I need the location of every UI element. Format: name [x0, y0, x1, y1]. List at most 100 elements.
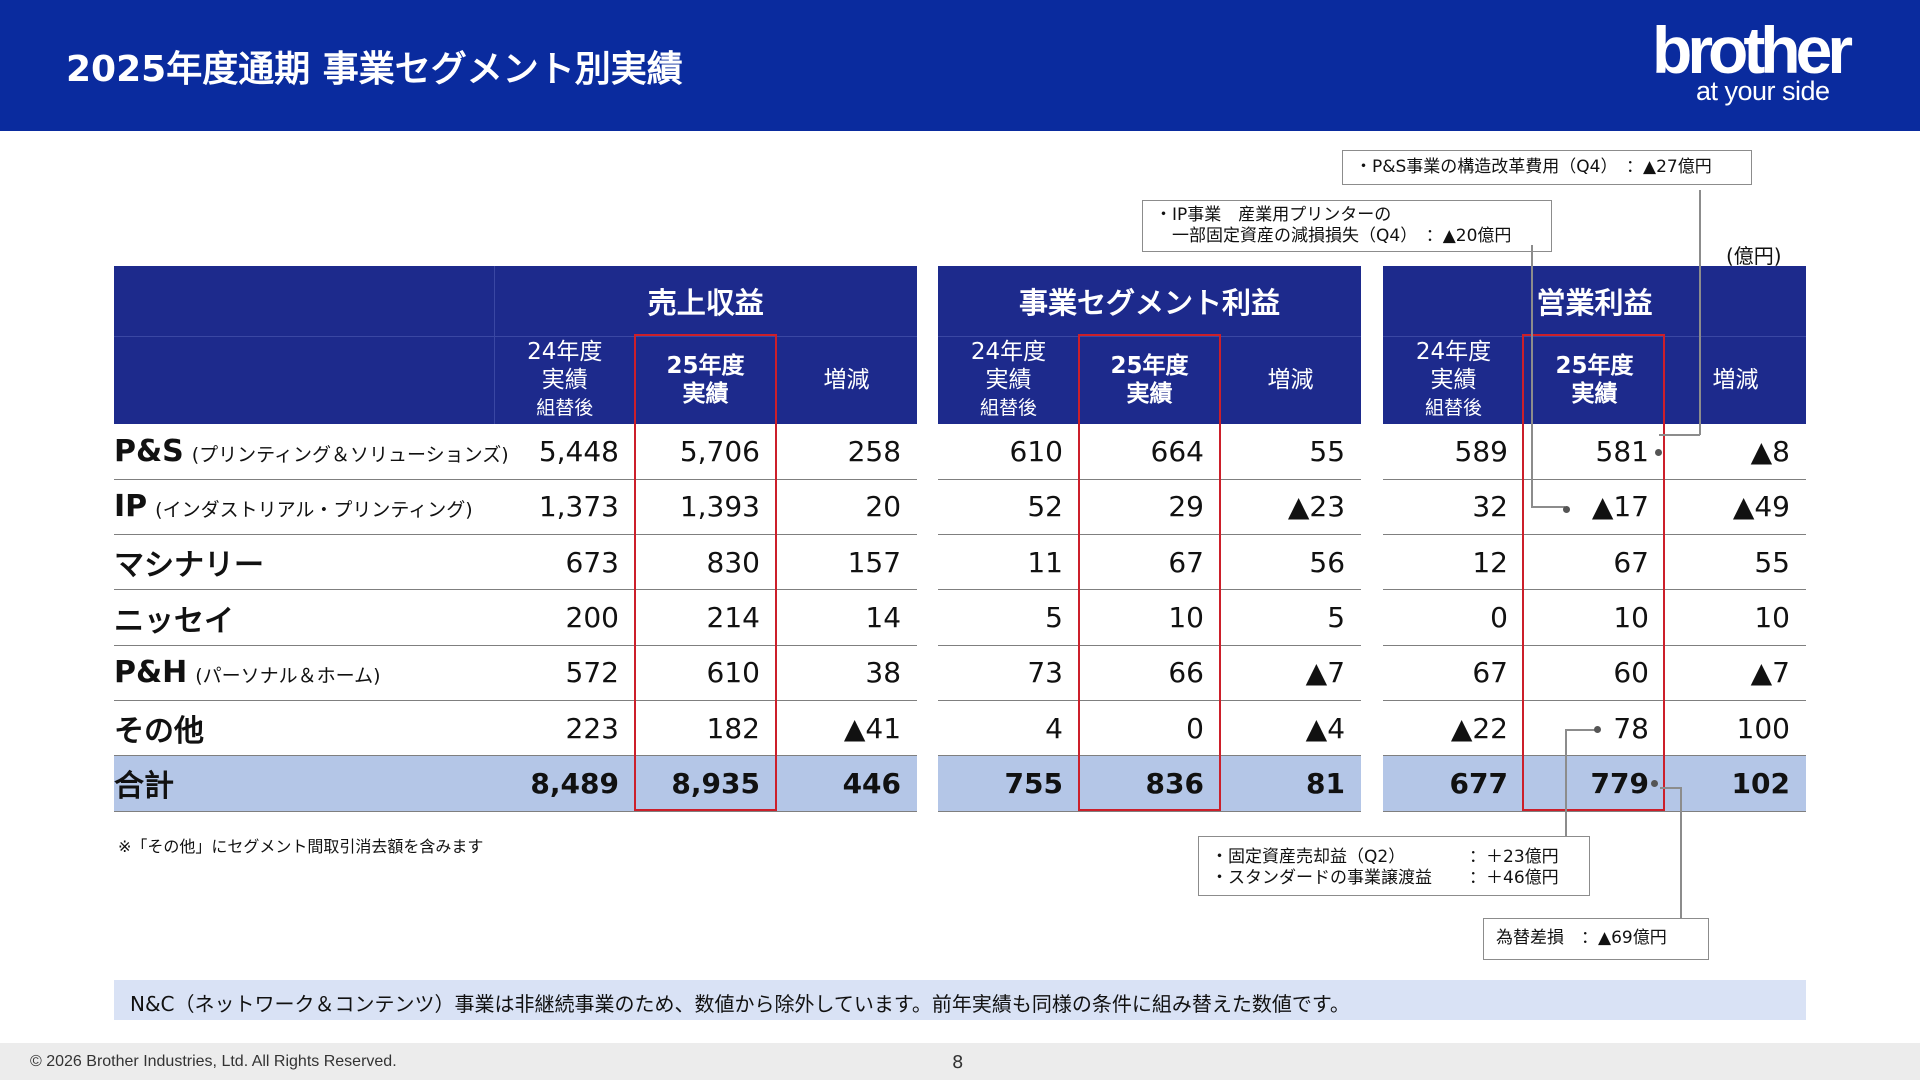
value-current-year: 66 — [1079, 645, 1220, 701]
value-prev-year: 589 — [1383, 424, 1524, 480]
value-prev-year: 572 — [494, 645, 635, 701]
value-diff: 55 — [1665, 534, 1806, 591]
col-header-current-year: 25年度 実績 — [1524, 335, 1665, 424]
table-row: 5 10 5 — [938, 589, 1362, 646]
segment-table-0: 売上収益 24年度 実績 組替後 25年度 実績 増減 P&S (プリンティング＆ソリューション… — [114, 266, 918, 812]
copyright: © 2026 Brother Industries, Ltd. All Righ… — [30, 1053, 397, 1070]
table-row: 677 779 102 — [1383, 755, 1806, 812]
unit-label: (億円) — [1726, 244, 1782, 268]
table-row: 4 0 ▲4 — [938, 700, 1362, 757]
value-prev-year: 677 — [1383, 755, 1524, 812]
footer: © 2026 Brother Industries, Ltd. All Righ… — [0, 1043, 1920, 1080]
value-prev-year: 67 — [1383, 645, 1524, 701]
value-prev-year: 73 — [938, 645, 1079, 701]
segment-name: マシナリー — [114, 534, 494, 591]
table-row: 11 67 56 — [938, 534, 1362, 591]
segment-name: ニッセイ — [114, 589, 494, 646]
page-title: 2025年度通期 事業セグメント別実績 — [66, 49, 683, 90]
col-header-diff: 増減 — [1665, 335, 1806, 424]
value-prev-year: 52 — [938, 479, 1079, 536]
table-row: 合計 8,489 8,935 446 — [114, 755, 918, 812]
table-row: ニッセイ 200 214 14 — [114, 589, 918, 646]
col-header-current-year: 25年度 実績 — [635, 335, 776, 424]
col-header-diff: 増減 — [1220, 335, 1362, 424]
segment-name: その他 — [114, 700, 494, 757]
segment-name: IP (インダストリアル・プリンティング) — [114, 479, 494, 536]
value-current-year: 182 — [635, 700, 776, 757]
value-prev-year: 0 — [1383, 589, 1524, 646]
value-prev-year: 5,448 — [494, 424, 635, 480]
highlight-box-operating-profit — [1522, 334, 1665, 811]
callout-other-gains: ・固定資産売却益（Q2） ：＋23億円 ・スタンダードの事業譲渡益 ：＋46億円 — [1198, 836, 1590, 896]
value-diff: 38 — [776, 645, 918, 701]
table-row: IP (インダストリアル・プリンティング) 1,373 1,393 20 — [114, 479, 918, 536]
value-prev-year: 755 — [938, 755, 1079, 812]
value-diff: ▲23 — [1220, 479, 1362, 536]
value-current-year: 830 — [635, 534, 776, 591]
connector-other — [1565, 729, 1567, 837]
group-title: 営業利益 — [1383, 266, 1806, 336]
value-current-year: 779 — [1524, 755, 1665, 812]
value-current-year: 1,393 — [635, 479, 776, 536]
highlight-box-segment-profit — [1078, 334, 1221, 811]
col-header-prev-year: 24年度 実績 組替後 — [1383, 335, 1524, 424]
col-header-prev-year: 24年度 実績 組替後 — [938, 335, 1079, 424]
group-title: 売上収益 — [494, 266, 918, 336]
connector-fx-h — [1660, 787, 1681, 789]
value-diff: 446 — [776, 755, 918, 812]
connector-dot-other — [1594, 726, 1601, 733]
group-title: 事業セグメント利益 — [938, 266, 1362, 336]
segment-name: 合計 — [114, 755, 494, 812]
value-current-year: 214 — [635, 589, 776, 646]
table-row: P&H (パーソナル＆ホーム) 572 610 38 — [114, 645, 918, 701]
value-diff: 10 — [1665, 589, 1806, 646]
value-current-year: 581 — [1524, 424, 1665, 480]
brother-logo: brother at your side — [1652, 13, 1882, 106]
value-prev-year: 1,373 — [494, 479, 635, 536]
value-current-year: 78 — [1524, 700, 1665, 757]
table-row: ▲22 78 100 — [1383, 700, 1806, 757]
table-row: その他 223 182 ▲41 — [114, 700, 918, 757]
value-prev-year: 200 — [494, 589, 635, 646]
value-current-year: 664 — [1079, 424, 1220, 480]
connector-dot-fx — [1651, 780, 1658, 787]
value-prev-year: ▲22 — [1383, 700, 1524, 757]
col-header-diff: 増減 — [776, 335, 918, 424]
value-current-year: 836 — [1079, 755, 1220, 812]
value-diff: 20 — [776, 479, 918, 536]
value-diff: 157 — [776, 534, 918, 591]
value-diff: ▲7 — [1220, 645, 1362, 701]
value-diff: ▲8 — [1665, 424, 1806, 480]
value-diff: 102 — [1665, 755, 1806, 812]
value-current-year: 10 — [1079, 589, 1220, 646]
logo-wordmark: brother — [1652, 13, 1853, 87]
value-diff: 56 — [1220, 534, 1362, 591]
value-prev-year: 673 — [494, 534, 635, 591]
segment-table-1: 事業セグメント利益 24年度 実績 組替後 25年度 実績 増減 610 664 55 52 29 ▲2… — [938, 266, 1362, 812]
value-diff: 258 — [776, 424, 918, 480]
table-row: マシナリー 673 830 157 — [114, 534, 918, 591]
value-diff: 14 — [776, 589, 918, 646]
table-row: 589 581 ▲8 — [1383, 424, 1806, 480]
value-prev-year: 32 — [1383, 479, 1524, 536]
value-current-year: ▲17 — [1524, 479, 1665, 536]
value-diff: 100 — [1665, 700, 1806, 757]
value-prev-year: 8,489 — [494, 755, 635, 812]
value-diff: 81 — [1220, 755, 1362, 812]
page-number: 8 — [952, 1052, 964, 1073]
footnote: ※「その他」にセグメント間取引消去額を含みます — [118, 837, 484, 856]
connector-ip — [1531, 245, 1533, 507]
value-current-year: 5,706 — [635, 424, 776, 480]
value-diff: ▲49 — [1665, 479, 1806, 536]
value-prev-year: 223 — [494, 700, 635, 757]
header-bar: 2025年度通期 事業セグメント別実績 brother at your side — [0, 0, 1920, 131]
value-prev-year: 11 — [938, 534, 1079, 591]
value-current-year: 67 — [1524, 534, 1665, 591]
connector-dot-ps — [1655, 449, 1662, 456]
value-prev-year: 12 — [1383, 534, 1524, 591]
table-row: 73 66 ▲7 — [938, 645, 1362, 701]
value-current-year: 10 — [1524, 589, 1665, 646]
segment-table-2: 営業利益 24年度 実績 組替後 25年度 実績 増減 589 581 ▲8 32 ▲17 ▲49 12 6… — [1383, 266, 1806, 812]
table-row: 32 ▲17 ▲49 — [1383, 479, 1806, 536]
